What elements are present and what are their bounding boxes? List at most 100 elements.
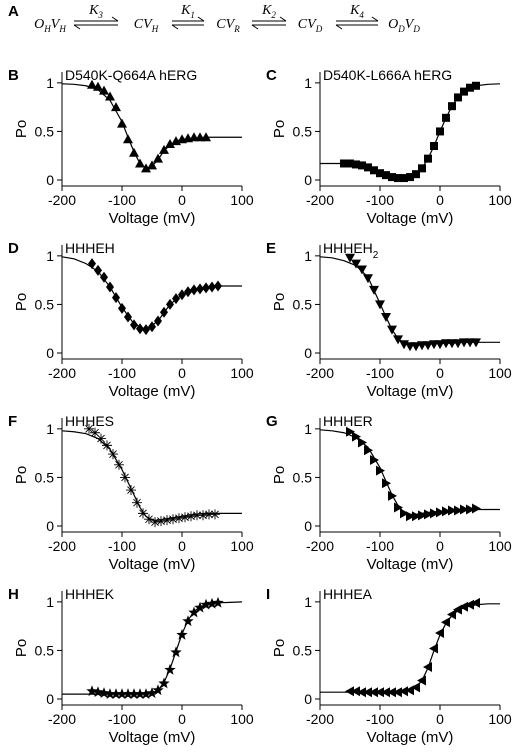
data-point xyxy=(158,677,170,689)
y-tick-label: 0 xyxy=(304,172,312,188)
data-point xyxy=(435,627,444,638)
x-tick-label: 100 xyxy=(230,538,254,554)
x-tick-label: 0 xyxy=(178,538,186,554)
data-point xyxy=(150,517,160,528)
data-point xyxy=(94,264,102,276)
data-point xyxy=(412,511,421,522)
x-tick-label: 100 xyxy=(230,192,254,208)
data-point xyxy=(202,282,210,294)
data-point xyxy=(130,319,138,331)
data-point xyxy=(387,687,396,698)
x-tick-label: 0 xyxy=(436,365,444,381)
data-point xyxy=(168,514,178,525)
scheme-rate-label-4: K4 xyxy=(349,3,364,20)
data-point xyxy=(162,515,172,526)
x-tick-label: 0 xyxy=(178,192,186,208)
y-axis-label: Po xyxy=(271,120,288,138)
data-point xyxy=(363,687,372,698)
data-point xyxy=(186,511,196,522)
fit-curve xyxy=(319,429,500,515)
x-tick-label: -100 xyxy=(108,538,136,554)
x-tick-label: -200 xyxy=(48,538,76,554)
chart-panel-h: H -200 -100 0 100 0 0.5 1 Voltage (mV) Po HHHEK xyxy=(8,586,254,746)
scheme-state-4: CVD xyxy=(298,17,323,34)
data-point xyxy=(363,274,373,284)
data-point xyxy=(159,144,169,154)
data-point xyxy=(192,510,202,521)
data-point xyxy=(472,81,480,90)
data-point xyxy=(417,675,426,686)
data-point xyxy=(123,134,133,144)
data-point xyxy=(376,465,385,476)
data-point xyxy=(472,503,481,514)
data-point xyxy=(369,687,378,698)
data-point xyxy=(465,599,474,610)
data-point xyxy=(435,340,445,350)
data-point xyxy=(442,113,450,122)
data-point xyxy=(400,508,409,519)
data-point xyxy=(424,509,433,520)
data-point xyxy=(399,686,408,697)
y-tick-label: 0.5 xyxy=(293,642,313,658)
panel-letter-d: D xyxy=(8,240,19,257)
x-tick-label: -200 xyxy=(48,365,76,381)
chart-title: D540K-L666A hERG xyxy=(323,67,452,83)
x-tick-label: -100 xyxy=(108,192,136,208)
data-point xyxy=(393,335,403,345)
data-point xyxy=(182,615,194,627)
data-point xyxy=(198,510,208,521)
panel-letter-a: A xyxy=(8,3,19,20)
y-tick-label: 1 xyxy=(46,248,54,264)
fit-curve xyxy=(62,601,243,695)
data-point xyxy=(165,139,175,149)
data-point xyxy=(166,298,174,310)
data-point xyxy=(194,601,206,613)
data-point xyxy=(178,289,186,301)
data-point xyxy=(184,286,192,298)
scheme-rate-label-2: K1 xyxy=(180,3,195,20)
data-point xyxy=(176,628,188,640)
data-point xyxy=(110,688,122,699)
data-point xyxy=(146,687,158,699)
data-point xyxy=(375,300,385,310)
y-axis-label: Po xyxy=(13,466,30,484)
data-point xyxy=(411,682,420,693)
y-axis-label: Po xyxy=(13,293,30,311)
chart-title: D540K-Q664A hERG xyxy=(65,67,197,83)
y-tick-label: 1 xyxy=(304,75,312,91)
panel-letter-g: G xyxy=(266,413,278,430)
x-axis-label: Voltage (mV) xyxy=(367,556,454,573)
y-tick-label: 1 xyxy=(304,248,312,264)
data-point xyxy=(106,281,114,293)
fit-curve xyxy=(61,430,242,521)
x-tick-label: 100 xyxy=(488,192,512,208)
data-point xyxy=(134,688,146,699)
data-point xyxy=(394,502,403,513)
y-axis-label: Po xyxy=(271,293,288,311)
x-tick-label: 0 xyxy=(436,711,444,727)
data-point xyxy=(423,341,433,351)
data-point xyxy=(156,516,166,527)
x-tick-label: 100 xyxy=(230,365,254,381)
y-axis-label: Po xyxy=(13,639,30,657)
data-point xyxy=(423,661,432,672)
scheme-state-2: CVH xyxy=(134,17,159,34)
y-tick-label: 0.5 xyxy=(293,123,313,139)
x-tick-label: -200 xyxy=(306,192,334,208)
panel-letter-c: C xyxy=(266,67,277,84)
x-axis-label: Voltage (mV) xyxy=(109,383,196,400)
data-point xyxy=(164,663,176,675)
data-point xyxy=(352,431,361,442)
data-point xyxy=(351,686,360,697)
x-tick-label: 0 xyxy=(178,711,186,727)
data-point xyxy=(120,472,130,483)
data-point xyxy=(118,302,126,314)
data-point xyxy=(84,423,94,434)
data-point xyxy=(201,132,211,142)
data-point xyxy=(172,293,180,305)
chart-panel-i: I -200 -100 0 100 0 0.5 1 Voltage (mV) Po HHHEA xyxy=(266,586,512,746)
data-point xyxy=(122,688,134,699)
data-point xyxy=(160,306,168,318)
